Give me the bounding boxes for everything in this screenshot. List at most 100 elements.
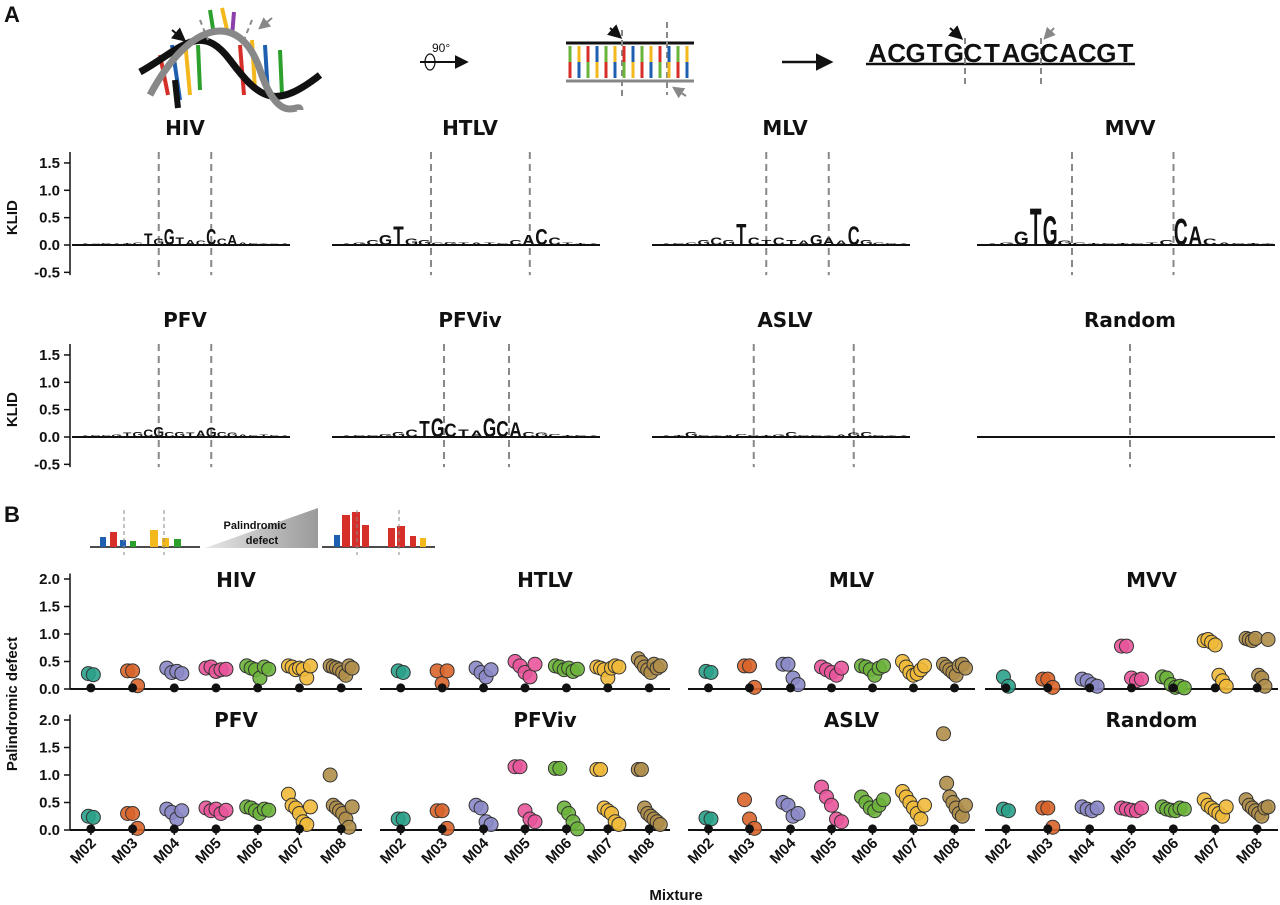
data-point	[1176, 680, 1192, 696]
reference-point	[704, 683, 713, 693]
logo-letter: C	[217, 431, 227, 439]
x-tick-label: M05	[501, 835, 534, 868]
logo-letter: G	[885, 242, 898, 246]
sequence-letter: T	[927, 38, 943, 68]
y-tick-label: 2.0	[39, 712, 60, 729]
logo-letter: T	[458, 242, 469, 246]
reference-point	[169, 683, 179, 693]
y-axis-label: KLID	[4, 392, 21, 427]
helix-illustration	[138, 7, 323, 113]
logo-letter: C	[522, 430, 535, 439]
reference-point	[603, 824, 613, 834]
logo-letter: C	[101, 435, 111, 438]
logo-letter: A	[723, 434, 736, 438]
data-point	[876, 792, 891, 808]
reference-point	[1127, 683, 1136, 693]
data-point	[512, 759, 528, 775]
data-point	[958, 797, 973, 813]
data-point	[703, 811, 719, 827]
data-point	[218, 802, 234, 818]
chart-title: PFViv	[513, 708, 576, 732]
logo-letter: A	[898, 436, 911, 438]
y-tick-label: 1.5	[39, 599, 60, 616]
logo-letter: T	[186, 432, 195, 439]
logo-letter: C	[217, 237, 228, 247]
logo-letter: C	[710, 235, 722, 248]
logo-letter: G	[132, 431, 143, 439]
logo-letter: C	[535, 226, 547, 251]
y-tick-label: 1.0	[39, 626, 60, 643]
logo-letter: A	[587, 436, 600, 438]
logo-letter: C	[164, 431, 174, 439]
logo-letter: A	[280, 436, 290, 438]
data-point	[434, 803, 450, 819]
logo-letter: G	[1231, 242, 1246, 245]
reference-point	[211, 683, 221, 693]
logo-letter: T	[1146, 242, 1158, 246]
data-point	[85, 809, 101, 825]
sequence-letter: C	[1040, 38, 1059, 68]
reference-point	[437, 683, 447, 693]
logo-letter: G	[697, 238, 710, 247]
data-point	[322, 767, 338, 783]
logo-letter: T	[458, 428, 469, 441]
panel-label: B	[4, 502, 20, 527]
data-point	[1260, 632, 1276, 647]
sequence-letter: G	[1020, 38, 1040, 68]
logo-letter: A	[80, 244, 90, 246]
logo-letter: G	[153, 237, 164, 247]
data-point	[917, 658, 932, 674]
dna-ladder	[566, 22, 694, 100]
y-tick-label: -0.5	[34, 264, 60, 281]
x-tick-label: M02	[685, 835, 718, 868]
reference-point	[294, 683, 304, 693]
y-tick-label: 0.0	[39, 237, 60, 254]
logo-letter: C	[366, 434, 379, 437]
y-tick-label: 1.0	[39, 182, 60, 199]
x-tick-label: M04	[150, 834, 183, 867]
sequence-letter: C	[964, 38, 983, 68]
logo-letter: G	[206, 425, 217, 440]
x-tick-label: M08	[317, 835, 350, 868]
data-point	[174, 666, 190, 682]
data-point	[302, 658, 318, 674]
reference-point	[827, 824, 836, 834]
logo-letter: A	[340, 436, 353, 438]
reference-point	[479, 824, 489, 834]
reference-point	[211, 824, 221, 834]
logo-letter: A	[80, 436, 90, 438]
logo-letter: A	[470, 429, 482, 439]
logo-letter: T	[1030, 198, 1042, 257]
data-point	[569, 661, 585, 677]
logo-letter: C	[574, 435, 587, 438]
logo-letter: C	[405, 428, 418, 441]
logo-letter: T	[761, 434, 772, 438]
logo-letter: C	[91, 244, 101, 246]
y-tick-label: 1.0	[39, 767, 60, 784]
data-point	[652, 817, 668, 832]
logo-letter: G	[747, 435, 760, 438]
logo-letter: T	[886, 436, 897, 438]
reference-point	[253, 683, 263, 693]
data-point	[344, 660, 360, 676]
logo-letter: G	[269, 244, 280, 246]
data-point	[261, 661, 277, 677]
logo-letter: G	[431, 413, 444, 443]
logo-letter: G	[810, 233, 823, 249]
logo-letter: C	[248, 243, 258, 246]
x-tick-label: M06	[849, 835, 882, 868]
reference-point	[745, 683, 754, 693]
x-tick-label: M06	[543, 835, 576, 868]
y-tick-label: 0.5	[39, 795, 60, 812]
chart-title: ASLV	[824, 708, 880, 732]
data-point	[876, 658, 891, 674]
chart-title: HTLV	[442, 116, 498, 140]
logo-letter: T	[176, 235, 185, 248]
logo-letter: C	[735, 433, 747, 438]
x-tick-label: M05	[808, 835, 841, 868]
logo-letter: G	[672, 242, 685, 246]
chart-title: MVV	[1126, 568, 1177, 592]
logo-letter: A	[227, 232, 237, 249]
y-tick-label: 0.0	[39, 681, 60, 698]
chart-title: MVV	[1105, 116, 1156, 140]
